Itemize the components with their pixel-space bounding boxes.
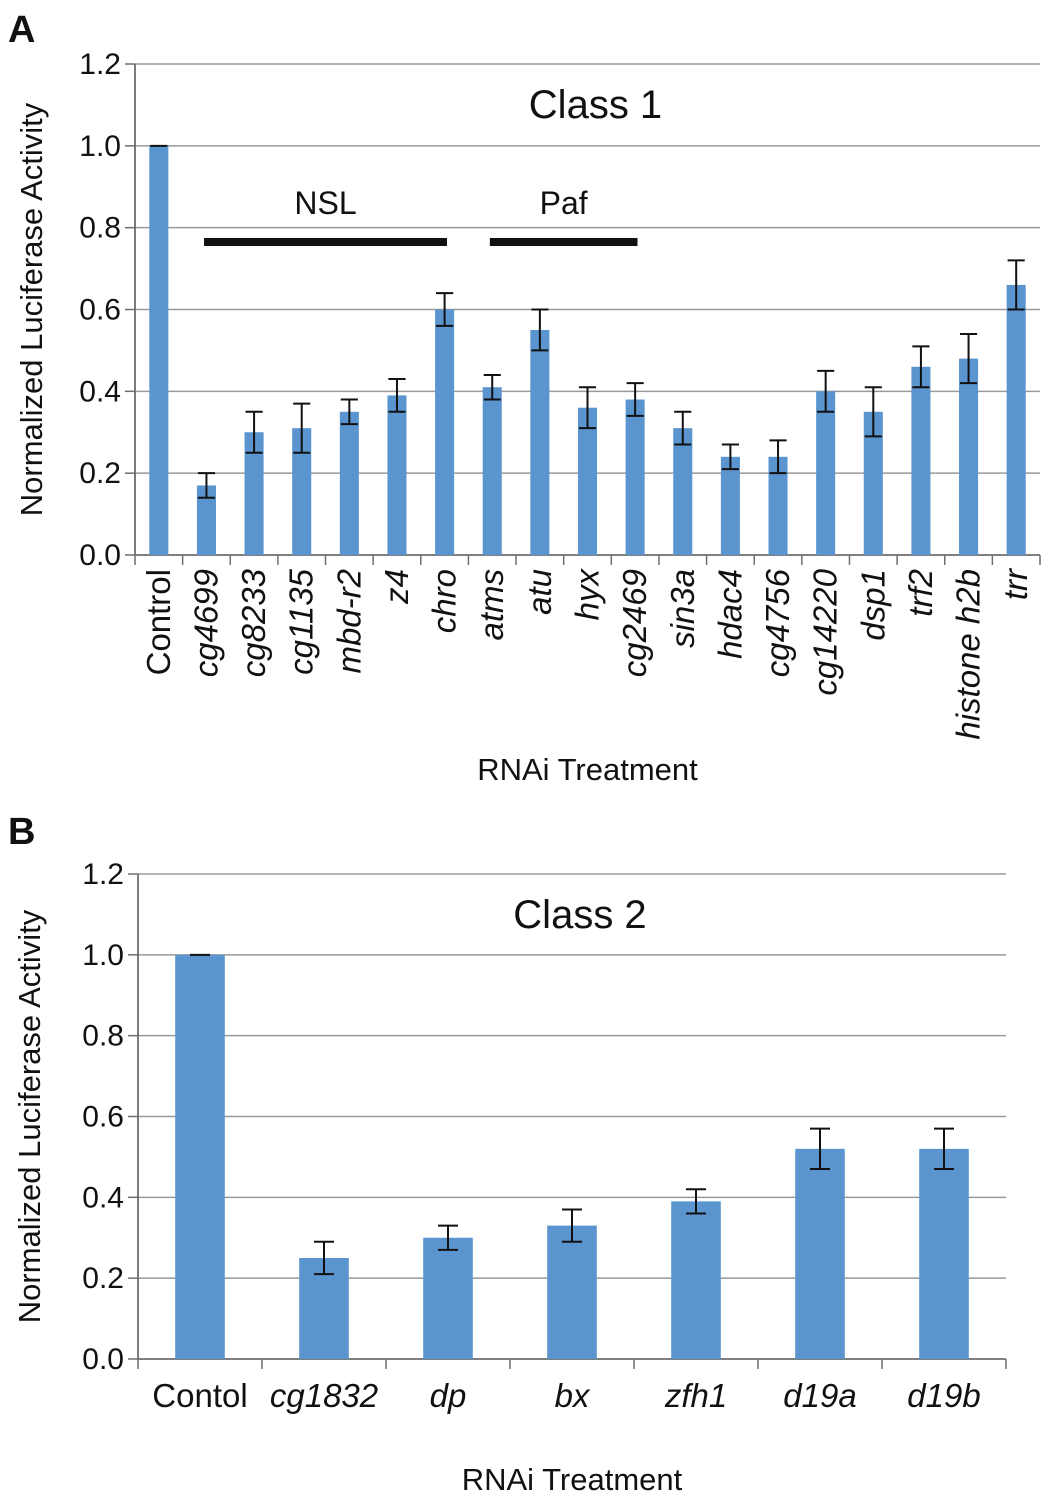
chart-title: Class 1 [529,83,662,127]
bar-atms [482,387,502,555]
bar-hdac4 [720,456,740,555]
x-axis-title: RNAi Treatment [462,1462,683,1495]
category-label: cg4756 [759,568,796,677]
y-tick-label: 0.8 [82,1020,124,1053]
y-tick-label: 0.0 [82,1343,124,1376]
y-axis-title: Normalized Luciferase Activity [14,102,49,516]
bar-cg8233 [244,432,264,555]
bar-cg1135 [292,428,312,555]
y-tick-label: 0.6 [82,1101,124,1134]
bar-atu [530,329,550,555]
bar-cg4699 [196,485,216,555]
panel-letter: B [8,811,35,853]
bar-trf2 [911,366,931,555]
bar-trr [1006,284,1026,555]
category-label: z4 [378,569,415,605]
category-label: Control [140,569,177,675]
category-label: cg2469 [616,569,653,677]
x-axis-title: RNAi Treatment [477,752,698,787]
bar-Control [149,145,169,556]
bar-hyx [577,407,598,555]
bar-cg14220 [816,391,836,555]
category-label: cg1135 [283,568,320,674]
y-tick-label: 0.6 [79,294,121,327]
bar-z4 [387,395,407,555]
category-label: Contol [152,1377,247,1414]
category-label: dsp1 [854,569,891,641]
category-label: d19b [907,1377,980,1414]
bar-d19b [919,1148,969,1359]
bar-dsp1 [863,411,883,555]
y-tick-label: 0.2 [82,1262,124,1295]
y-tick-label: 0.4 [82,1181,124,1214]
bar-cg2469 [625,399,645,555]
category-label: dp [430,1377,467,1414]
category-label: atms [473,569,510,641]
group-label: Paf [540,185,588,221]
y-tick-label: 0.0 [79,539,121,572]
category-label: trf2 [902,569,939,617]
y-tick-label: 1.2 [79,48,121,81]
category-label: trr [997,567,1034,600]
category-label: cg1832 [270,1377,378,1414]
bar-histone-h2b [959,358,979,555]
category-label: sin3a [664,569,701,648]
bar-dp [423,1237,473,1359]
y-tick-label: 1.0 [79,130,121,163]
category-label: cg14220 [807,568,844,695]
chart-title: Class 2 [513,893,646,937]
bar-Contol [175,954,225,1359]
y-tick-label: 0.8 [79,212,121,245]
y-tick-label: 0.4 [79,375,121,408]
category-label: hyx [569,568,606,621]
chart-panel-b: B 0.0 0.2 0.4 0.6 0.8 1.0 1.2 Contol cg1832 dp bx zf… [8,811,1007,1495]
category-label: zfh1 [664,1377,727,1414]
y-tick-label: 0.2 [79,457,121,490]
category-label: cg4699 [187,569,224,677]
category-label: bx [555,1377,591,1414]
category-label: hdac4 [711,569,748,659]
y-tick-label: 1.2 [82,858,124,891]
category-label: d19a [783,1377,856,1414]
category-label: cg8233 [235,568,272,677]
bar-sin3a [673,428,693,555]
y-axis-title: Normalized Luciferase Activity [12,909,47,1323]
bar-mbd-r2 [339,411,359,555]
bar-d19a [795,1148,845,1359]
bar-bx [547,1225,597,1359]
bar-chro [435,309,455,555]
category-label: mbd-r2 [330,569,367,674]
panel-letter: A [8,9,35,51]
category-label: atu [521,569,558,615]
group-label: NSL [294,185,356,221]
chart-panel-a: A 0.0 0.2 0.4 0.6 0.8 1.0 1.2 Control cg4699 cg823… [8,9,1041,787]
bar-cg4756 [768,456,788,555]
bar-zfh1 [671,1201,721,1359]
y-tick-label: 1.0 [82,939,124,972]
category-label: histone h2b [950,569,987,740]
category-label: chro [426,569,463,633]
